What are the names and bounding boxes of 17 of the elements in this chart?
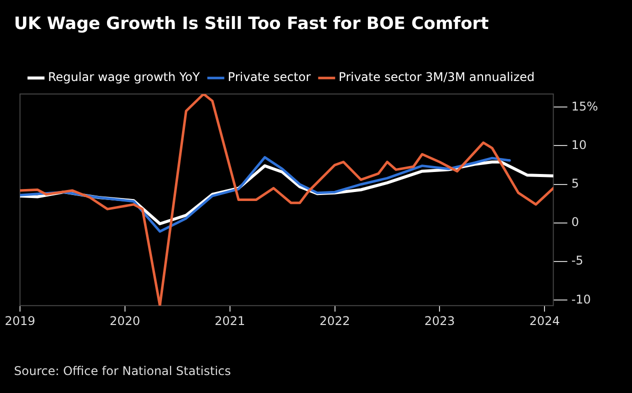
x-tick-label: 2020 (110, 314, 140, 328)
x-tick-label: 2022 (319, 314, 350, 328)
legend-label: Regular wage growth YoY (48, 70, 200, 84)
y-tick-label: 0 (571, 215, 579, 230)
source-note: Source: Office for National Statistics (14, 364, 231, 378)
legend-label: Private sector (228, 70, 311, 84)
legend-label: Private sector 3M/3M annualized (338, 70, 535, 84)
y-tick-label: -5 (571, 254, 584, 268)
x-tick-label: 2019 (4, 314, 36, 328)
x-tick-label: 2024 (529, 314, 560, 328)
y-tick-label: 10 (571, 138, 587, 152)
y-tick-label: -10 (571, 292, 591, 306)
chart-title: UK Wage Growth Is Still Too Fast for BOE Comfort (14, 14, 489, 34)
x-tick-label: 2021 (214, 314, 246, 328)
y-tick-label: 5 (571, 176, 579, 190)
y-tick-label: 15% (571, 99, 598, 114)
x-tick-label: 2023 (424, 314, 455, 328)
